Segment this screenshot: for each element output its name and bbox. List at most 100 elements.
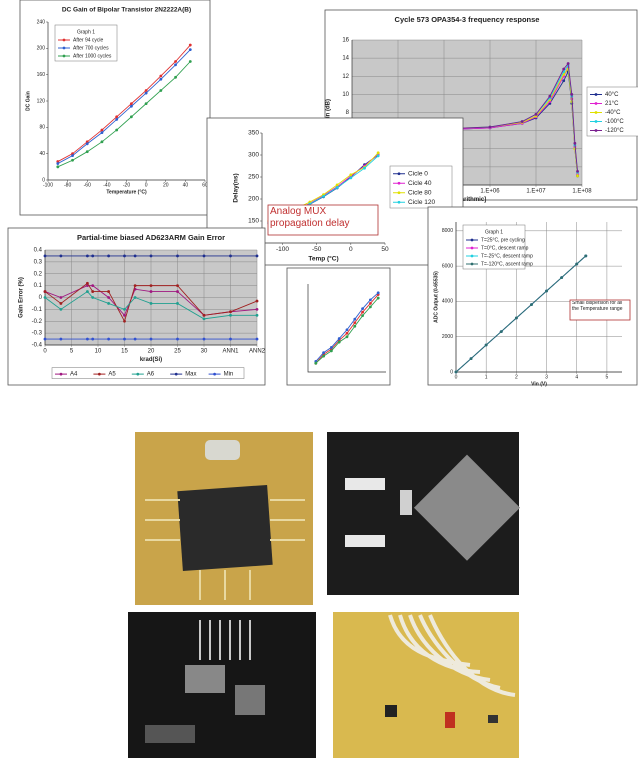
x-tick-label: 0 [145,182,148,188]
data-point [545,290,548,293]
data-point [363,167,366,170]
x-tick-label: 20 [148,349,155,355]
data-point [123,255,126,258]
data-point [346,328,349,331]
data-point [189,48,192,51]
data-point [176,302,179,305]
data-point [322,351,325,354]
data-point [576,170,579,173]
annotation: Analog MUX propagation delay [270,206,376,229]
legend-marker [471,239,474,242]
legend-label: After 1000 cycles [73,53,112,59]
legend-label: -40°C [605,110,621,116]
collage: DC Gain of Bipolar Transistor 2N2222A(B)… [0,0,638,758]
legend-marker [175,373,178,376]
data-point [361,311,364,314]
data-point [560,276,563,279]
data-point [107,302,110,305]
data-point [86,282,89,285]
data-point [562,79,565,82]
legend-label: 21°C [605,101,619,107]
data-point [60,296,63,299]
x-tick-label: -20 [123,182,130,188]
data-point [203,338,206,341]
data-point [159,78,162,81]
data-point [256,308,259,311]
data-point [176,338,179,341]
data-point [330,349,333,352]
legend-label: A4 [70,372,78,378]
legend-marker [595,102,598,105]
y-tick-label: 300 [248,152,259,159]
data-point [346,332,349,335]
x-tick-label: -50 [312,246,322,253]
legend-marker [595,111,598,114]
data-point [145,102,148,105]
data-point [567,62,570,65]
y-tick-label: 2000 [442,334,453,340]
x-tick-label: 4 [575,374,578,380]
data-point [562,68,565,71]
data-point [575,263,578,266]
data-point [174,76,177,79]
legend-marker [63,55,66,58]
y-tick-label: 150 [248,218,259,225]
legend-marker [398,182,401,185]
data-point [56,165,59,168]
legend-label: Min [224,372,234,378]
data-point [176,290,179,293]
x-tick-label: 3 [545,374,548,380]
legend-label: A6 [147,372,155,378]
data-point [353,325,356,328]
y-axis-label: Gain Error (%) [19,277,25,318]
data-point [44,255,47,258]
data-point [44,338,47,341]
x-tick-label: ANN2 [249,349,266,355]
x-tick-label: 20 [163,182,169,188]
data-point [91,284,94,287]
y-tick-label: 40 [39,151,45,157]
legend-marker [398,172,401,175]
data-point [150,284,153,287]
data-point [107,296,110,299]
y-tick-label: 8000 [442,228,453,234]
x-tick-label: ANN1 [222,349,239,355]
data-point [515,317,518,320]
data-point [377,151,380,154]
data-point [489,126,492,129]
data-point [71,159,74,162]
chart-panel: Partial-time biased AD623ARM Gain Error-… [8,228,266,385]
data-point [576,175,579,178]
y-tick-label: 120 [37,98,46,104]
y-tick-label: 80 [39,125,45,131]
legend-label: T=25°C, pre cycling [481,237,525,243]
y-tick-label: 160 [37,72,46,78]
x-tick-label: 2 [515,374,518,380]
data-point [150,302,153,305]
data-point [229,255,232,258]
data-point [101,129,104,132]
y-axis-label: DC Gain [25,91,31,111]
y-tick-label: 200 [37,46,46,52]
legend-marker [213,373,216,376]
photo-board-2 [333,612,519,758]
legend-label: -120°C [605,128,624,134]
x-axis-label: krad(Si) [140,357,162,363]
legend-label: After 94 cycle [73,37,104,43]
panel-background [428,207,637,385]
data-point [455,371,458,374]
data-point [330,346,333,349]
chart-title: DC Gain of Bipolar Transistor 2N2222A(B) [62,7,191,14]
data-point [256,338,259,341]
data-point [86,142,89,145]
legend-label: Cicle 120 [408,199,435,206]
data-point [130,105,133,108]
data-point [60,338,63,341]
data-point [150,255,153,258]
data-point [314,362,317,365]
x-tick-label: 10 [95,349,102,355]
y-tick-label: 6000 [442,263,453,269]
x-tick-label: -100 [276,246,289,253]
data-point [71,154,74,157]
data-point [101,140,104,143]
